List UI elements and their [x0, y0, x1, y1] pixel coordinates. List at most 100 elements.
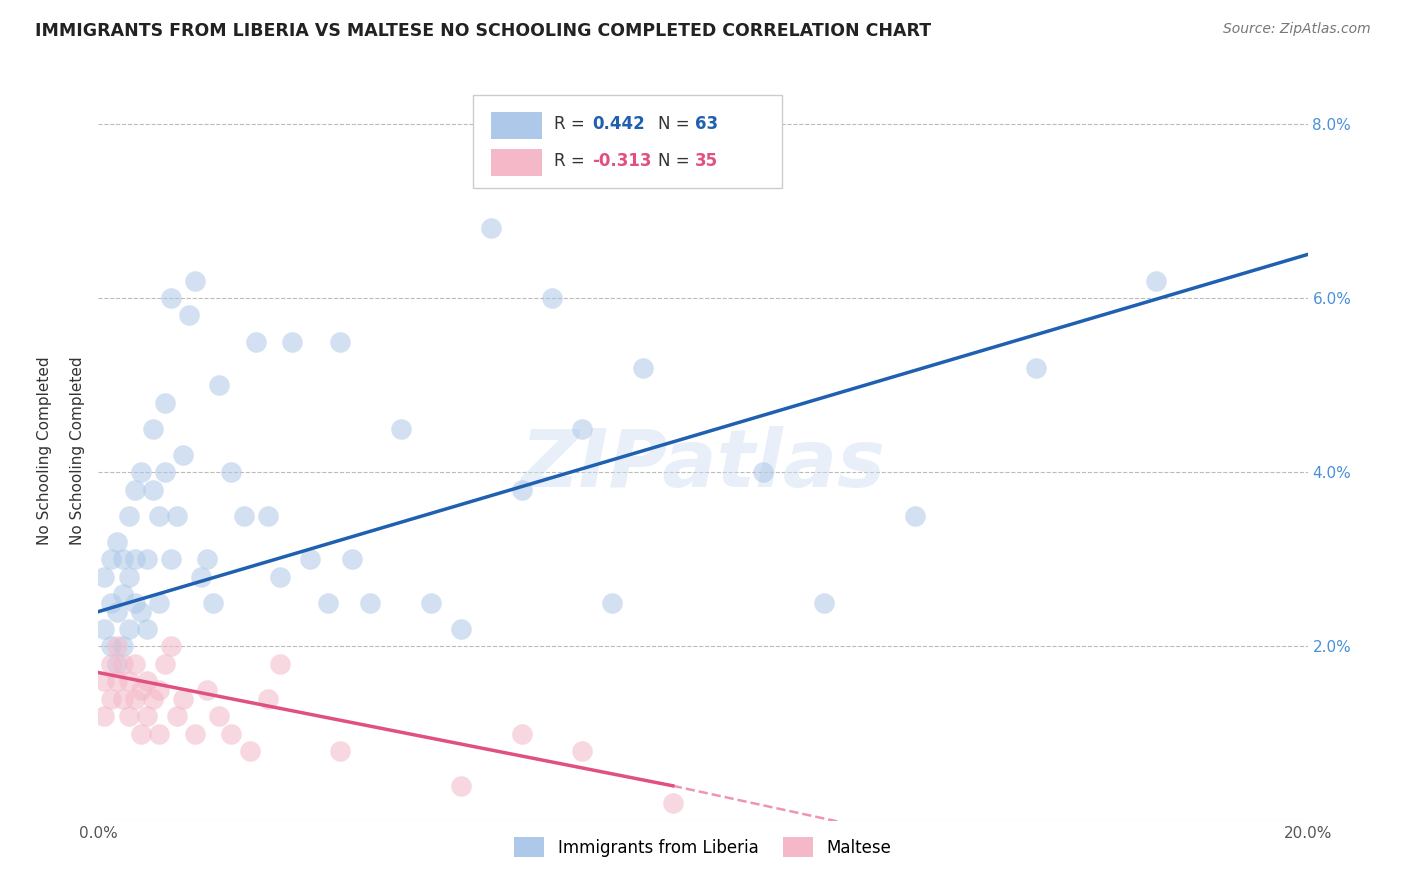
Text: No Schooling Completed: No Schooling Completed — [37, 356, 52, 545]
Point — [100, 596, 122, 610]
Point — [135, 709, 157, 723]
Text: Source: ZipAtlas.com: Source: ZipAtlas.com — [1223, 22, 1371, 37]
Point — [100, 640, 122, 654]
Text: 35: 35 — [695, 152, 717, 170]
Point — [124, 691, 146, 706]
Point — [239, 744, 262, 758]
Point — [184, 274, 207, 288]
Point — [100, 552, 122, 566]
Point — [135, 622, 157, 636]
Point — [118, 570, 141, 584]
Point — [221, 465, 243, 479]
Point — [481, 221, 503, 235]
Point — [100, 691, 122, 706]
Point — [105, 657, 128, 671]
Point — [105, 535, 128, 549]
Point — [420, 596, 443, 610]
Text: N =: N = — [658, 115, 695, 133]
Point — [360, 596, 382, 610]
Point — [179, 309, 201, 323]
Point — [540, 291, 562, 305]
Point — [153, 657, 176, 671]
Text: N =: N = — [658, 152, 695, 170]
Point — [148, 508, 170, 523]
Point — [329, 744, 352, 758]
Point — [269, 657, 291, 671]
Point — [510, 726, 533, 740]
Point — [245, 334, 267, 349]
Point — [160, 552, 183, 566]
Legend: Immigrants from Liberia, Maltese: Immigrants from Liberia, Maltese — [508, 830, 898, 864]
Point — [142, 691, 165, 706]
Point — [111, 587, 134, 601]
FancyBboxPatch shape — [492, 112, 543, 139]
Point — [692, 161, 714, 175]
Point — [316, 596, 339, 610]
Point — [208, 709, 231, 723]
Point — [142, 422, 165, 436]
Point — [124, 657, 146, 671]
Text: 0.442: 0.442 — [592, 115, 644, 133]
Point — [904, 508, 927, 523]
Point — [232, 508, 254, 523]
Point — [93, 709, 115, 723]
Point — [105, 674, 128, 689]
Point — [299, 552, 322, 566]
Point — [111, 691, 134, 706]
Point — [450, 779, 472, 793]
Point — [93, 622, 115, 636]
Point — [1144, 274, 1167, 288]
Text: 63: 63 — [695, 115, 717, 133]
Point — [571, 744, 593, 758]
Point — [571, 422, 593, 436]
Point — [160, 291, 183, 305]
Point — [129, 683, 152, 698]
Text: IMMIGRANTS FROM LIBERIA VS MALTESE NO SCHOOLING COMPLETED CORRELATION CHART: IMMIGRANTS FROM LIBERIA VS MALTESE NO SC… — [35, 22, 931, 40]
Text: R =: R = — [554, 115, 591, 133]
Point — [105, 640, 128, 654]
Point — [129, 605, 152, 619]
Point — [129, 726, 152, 740]
Point — [202, 596, 225, 610]
Point — [281, 334, 304, 349]
Point — [342, 552, 364, 566]
Point — [661, 796, 683, 810]
Point — [166, 709, 188, 723]
Point — [450, 622, 472, 636]
Point — [221, 726, 243, 740]
Point — [111, 552, 134, 566]
Point — [602, 596, 624, 610]
Point — [256, 508, 278, 523]
Point — [135, 674, 157, 689]
Point — [184, 726, 207, 740]
Text: R =: R = — [554, 152, 591, 170]
Point — [124, 552, 146, 566]
Point — [813, 596, 835, 610]
Point — [172, 448, 194, 462]
Point — [118, 674, 141, 689]
Point — [148, 596, 170, 610]
Point — [389, 422, 412, 436]
Point — [208, 378, 231, 392]
FancyBboxPatch shape — [492, 149, 543, 176]
Text: -0.313: -0.313 — [592, 152, 651, 170]
Point — [135, 552, 157, 566]
Point — [118, 622, 141, 636]
Point — [100, 657, 122, 671]
Text: ZIPatlas: ZIPatlas — [520, 426, 886, 504]
Point — [124, 596, 146, 610]
Point — [118, 508, 141, 523]
Point — [256, 691, 278, 706]
Point — [105, 605, 128, 619]
Point — [329, 334, 352, 349]
Point — [153, 395, 176, 409]
Point — [93, 570, 115, 584]
Point — [172, 691, 194, 706]
Point — [129, 465, 152, 479]
Point — [142, 483, 165, 497]
Point — [1024, 360, 1046, 375]
FancyBboxPatch shape — [474, 95, 782, 187]
Point — [111, 640, 134, 654]
Point — [93, 674, 115, 689]
Point — [160, 640, 183, 654]
